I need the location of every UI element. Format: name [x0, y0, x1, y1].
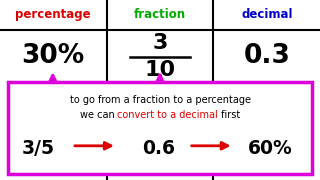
Text: percentage: percentage — [15, 8, 91, 21]
Text: first: first — [218, 110, 240, 120]
Text: 60%: 60% — [248, 139, 293, 158]
Text: 3/5: 3/5 — [22, 139, 55, 158]
Text: 10: 10 — [144, 60, 176, 80]
Text: to go from a fraction to a percentage: to go from a fraction to a percentage — [69, 95, 251, 105]
Text: convert to a decimal: convert to a decimal — [117, 110, 218, 120]
FancyBboxPatch shape — [8, 82, 312, 174]
Text: fraction: fraction — [134, 8, 186, 21]
Text: 30%: 30% — [21, 43, 84, 69]
Text: 3: 3 — [152, 33, 168, 53]
Text: 0.3: 0.3 — [244, 43, 291, 69]
Text: we can: we can — [80, 110, 117, 120]
Text: decimal: decimal — [242, 8, 293, 21]
Text: 0.6: 0.6 — [142, 139, 175, 158]
